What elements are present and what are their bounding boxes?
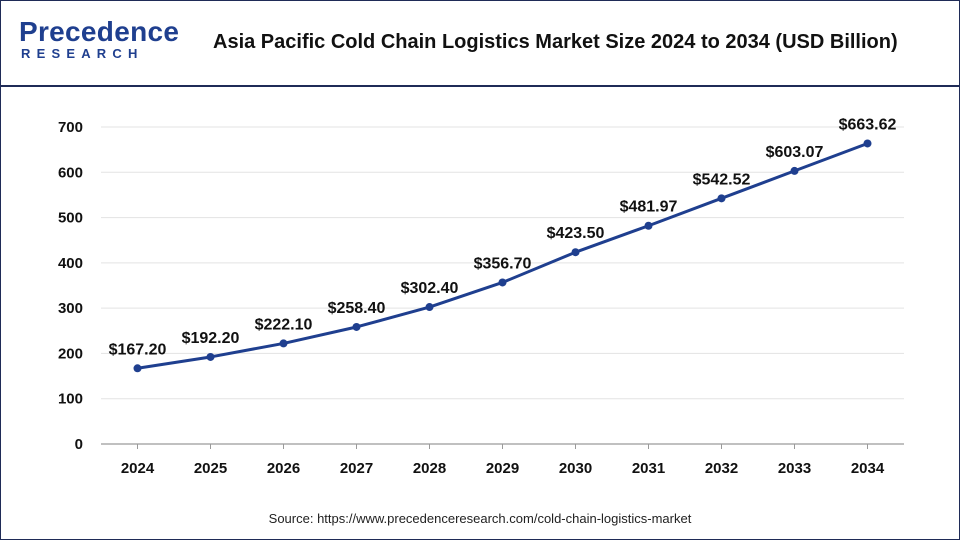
precedence-research-logo: Precedence RESEARCH bbox=[19, 17, 179, 67]
data-label: $222.10 bbox=[255, 316, 313, 333]
y-tick-label: 600 bbox=[58, 164, 83, 181]
x-axis-tick-labels: 2024 2025 2026 2027 2028 2029 2030 2031 2032 2033… bbox=[121, 460, 885, 477]
logo-wordmark: Precedence bbox=[19, 16, 180, 47]
y-tick-label: 700 bbox=[58, 119, 83, 136]
y-tick-label: 0 bbox=[75, 436, 83, 453]
y-tick-label: 300 bbox=[58, 300, 83, 317]
data-label: $663.62 bbox=[839, 116, 897, 133]
source-note: Source: https://www.precedenceresearch.c… bbox=[268, 511, 692, 526]
data-label: $258.40 bbox=[328, 300, 386, 317]
data-label: $481.97 bbox=[620, 199, 678, 216]
x-tick-label: 2033 bbox=[778, 460, 811, 477]
chart-title: Asia Pacific Cold Chain Logistics Market… bbox=[213, 31, 898, 53]
data-point bbox=[133, 364, 142, 373]
data-point bbox=[717, 194, 726, 203]
data-point bbox=[863, 139, 872, 148]
data-label: $192.20 bbox=[182, 330, 240, 347]
data-point bbox=[352, 322, 361, 331]
x-tick-label: 2028 bbox=[413, 460, 446, 477]
data-label: $542.52 bbox=[693, 171, 751, 188]
data-label: $302.40 bbox=[401, 280, 459, 297]
x-tick-label: 2025 bbox=[194, 460, 227, 477]
x-tick-label: 2026 bbox=[267, 460, 300, 477]
data-label: $603.07 bbox=[766, 144, 824, 161]
data-point bbox=[790, 166, 799, 175]
data-point bbox=[425, 303, 434, 312]
x-tick-label: 2027 bbox=[340, 460, 373, 477]
y-tick-label: 100 bbox=[58, 391, 83, 408]
x-tick-label: 2032 bbox=[705, 460, 738, 477]
logo-subtitle: RESEARCH bbox=[21, 46, 144, 61]
data-point bbox=[498, 278, 507, 287]
data-label: $356.70 bbox=[474, 255, 532, 272]
x-tick-label: 2031 bbox=[632, 460, 665, 477]
x-tick-label: 2029 bbox=[486, 460, 519, 477]
data-points bbox=[133, 139, 872, 373]
data-point bbox=[644, 221, 653, 230]
data-label: $167.20 bbox=[109, 341, 167, 358]
data-point bbox=[279, 339, 288, 348]
data-point bbox=[206, 352, 215, 361]
x-tick-label: 2024 bbox=[121, 460, 155, 477]
axes bbox=[101, 443, 904, 449]
header: Precedence RESEARCH Asia Pacific Cold Ch… bbox=[1, 1, 959, 87]
data-point bbox=[571, 248, 580, 257]
y-tick-label: 500 bbox=[58, 210, 83, 227]
y-axis-tick-labels: 0 100 200 300 400 500 600 700 bbox=[58, 119, 83, 453]
x-tick-label: 2030 bbox=[559, 460, 592, 477]
data-labels: $167.20 $192.20 $222.10 $258.40 $302.40 $356.… bbox=[109, 116, 897, 358]
y-tick-label: 200 bbox=[58, 345, 83, 362]
data-label: $423.50 bbox=[547, 225, 605, 242]
y-tick-label: 400 bbox=[58, 255, 83, 272]
x-tick-label: 2034 bbox=[851, 460, 885, 477]
